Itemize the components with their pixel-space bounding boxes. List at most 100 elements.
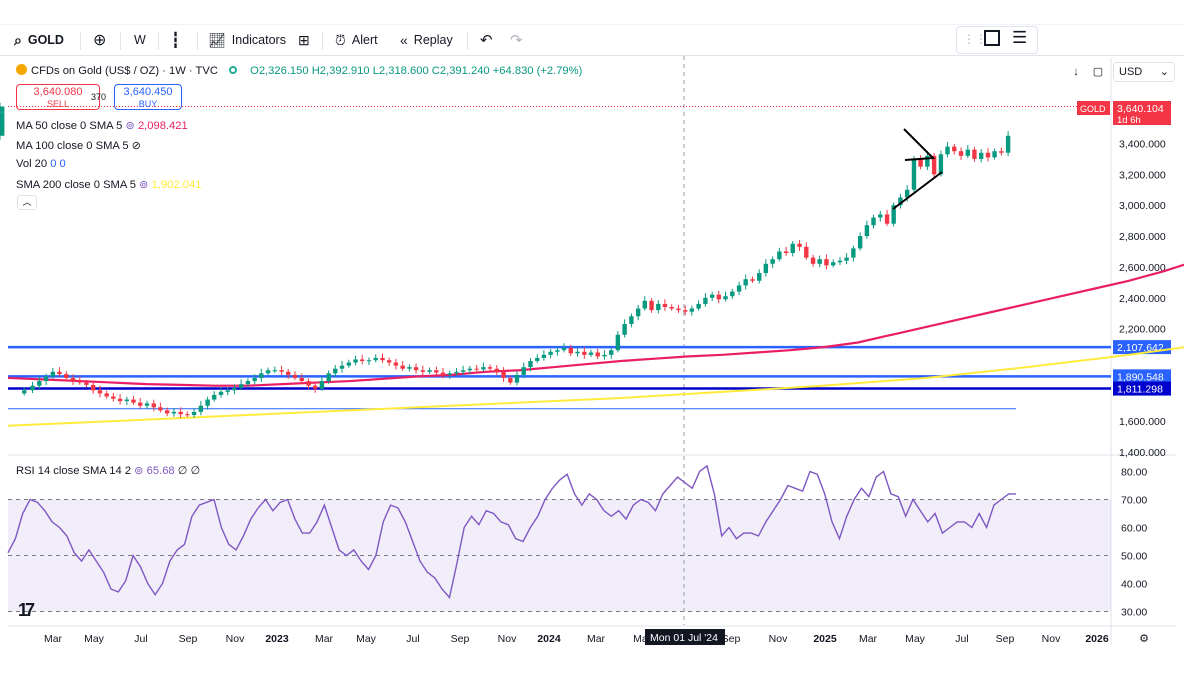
buy-button[interactable]: 3,640.450 BUY bbox=[114, 84, 182, 110]
indicators-icon: 📈︎ bbox=[208, 32, 226, 48]
symbol-search-button[interactable]: ⌕ GOLD bbox=[14, 25, 64, 56]
drag-handle-icon[interactable]: ⋮⋮ bbox=[963, 32, 987, 46]
symbol-tag-label: GOLD bbox=[1080, 104, 1106, 114]
candle-body bbox=[494, 368, 499, 372]
candle-body bbox=[238, 384, 244, 388]
candle-body bbox=[178, 411, 183, 415]
candle-body bbox=[144, 403, 150, 406]
candle-body bbox=[77, 381, 82, 383]
candle-body bbox=[259, 373, 264, 378]
candle-body bbox=[232, 387, 237, 391]
candle-body bbox=[622, 323, 627, 335]
candle-body bbox=[474, 368, 479, 370]
candle-body bbox=[164, 410, 170, 414]
gold-icon bbox=[16, 64, 27, 75]
scroll-down-button[interactable]: ↓ bbox=[1066, 62, 1086, 82]
eye-icon[interactable]: ⊚ bbox=[134, 465, 144, 477]
currency-select[interactable]: USD ⌄ bbox=[1113, 62, 1175, 82]
divider bbox=[322, 32, 323, 50]
indicators-button[interactable]: 📈︎ Indicators bbox=[208, 25, 286, 56]
candle-body bbox=[97, 390, 103, 394]
candle-body bbox=[37, 381, 42, 386]
candle-body bbox=[138, 402, 143, 406]
candle-body bbox=[783, 251, 789, 254]
candle-body bbox=[857, 236, 863, 249]
candle-body bbox=[528, 360, 533, 368]
candle-body bbox=[380, 357, 385, 361]
price-axis-label: 2,800.000 bbox=[1119, 231, 1166, 243]
candle-body bbox=[252, 377, 257, 382]
candles-icon: ┇ bbox=[171, 32, 181, 49]
time-axis-label: 2025 bbox=[813, 633, 837, 645]
rsi-legend[interactable]: RSI 14 close SMA 14 2 ⊚ 65.68 ∅ ∅ bbox=[16, 464, 200, 477]
last-price-label: 3,640.104 bbox=[1117, 103, 1164, 115]
undo-button[interactable]: ↶ bbox=[480, 25, 493, 56]
candle-body bbox=[198, 405, 204, 412]
candle-body bbox=[978, 152, 984, 159]
divider bbox=[120, 32, 121, 50]
settings-lines-icon[interactable]: ☰ bbox=[1012, 28, 1028, 47]
search-icon: ⌕ bbox=[14, 32, 22, 48]
sma200-legend[interactable]: SMA 200 close 0 SMA 5 ⊚ 1,902.041 bbox=[16, 178, 201, 191]
market-status-icon bbox=[229, 66, 238, 74]
time-axis-label: Nov bbox=[1042, 633, 1061, 645]
eye-icon[interactable]: ⊚ bbox=[125, 120, 135, 132]
alert-label: Alert bbox=[351, 33, 378, 47]
alert-button[interactable]: ⏰︎ Alert bbox=[335, 25, 378, 56]
candle-body bbox=[649, 300, 654, 311]
tradingview-logo: 17 bbox=[18, 600, 35, 620]
candle-body bbox=[413, 367, 419, 371]
rsi-axis-label: 30.00 bbox=[1121, 607, 1147, 619]
ma50-value: 2,098.421 bbox=[137, 120, 188, 132]
ma100-legend[interactable]: MA 100 close 0 SMA 5 ⊘ bbox=[16, 139, 141, 152]
candle-body bbox=[931, 155, 937, 175]
interval-button[interactable]: W bbox=[134, 33, 146, 47]
candle-body bbox=[84, 382, 89, 385]
candle-body bbox=[891, 205, 896, 224]
redo-button[interactable]: ↷ bbox=[510, 25, 523, 56]
time-axis-label: Sep bbox=[179, 633, 198, 645]
restore-button[interactable]: ▢ bbox=[1088, 62, 1108, 82]
ma50-legend[interactable]: MA 50 close 0 SMA 5 ⊚ 2,098.421 bbox=[16, 119, 188, 132]
sell-button[interactable]: 3,640.080 SELL bbox=[16, 84, 100, 110]
candle-body bbox=[743, 279, 748, 286]
candle-body bbox=[359, 359, 365, 361]
candle-body bbox=[952, 146, 957, 152]
candle-body bbox=[191, 411, 197, 415]
add-symbol-button[interactable]: ⊕ bbox=[93, 25, 106, 56]
candle-body bbox=[985, 152, 991, 158]
volume-legend[interactable]: Vol 20 0 0 bbox=[16, 158, 66, 170]
collapse-legend-button[interactable]: ︿ bbox=[17, 195, 37, 210]
volume-value: 0 0 bbox=[50, 158, 66, 170]
eye-icon[interactable]: ⊚ bbox=[139, 179, 149, 191]
templates-button[interactable]: ⊞ bbox=[298, 25, 310, 56]
candle-body bbox=[629, 316, 634, 324]
candle-body bbox=[514, 374, 520, 383]
candle-body bbox=[286, 371, 291, 375]
candle-body bbox=[339, 365, 345, 369]
time-axis-label: May bbox=[356, 633, 377, 645]
candle-body bbox=[763, 263, 769, 274]
chart-type-button[interactable]: ┇ bbox=[171, 25, 180, 56]
hidden-eye-icon[interactable]: ⊘ bbox=[131, 140, 142, 152]
candle-body bbox=[582, 351, 587, 355]
time-axis-label: 2024 bbox=[537, 633, 561, 645]
divider bbox=[197, 32, 198, 50]
time-axis-label: Jul bbox=[955, 633, 968, 645]
rectangle-tool-icon[interactable] bbox=[984, 30, 1000, 46]
candle-body bbox=[131, 399, 136, 403]
replay-button[interactable]: « Replay bbox=[400, 25, 453, 56]
buy-price: 3,640.450 bbox=[123, 86, 173, 98]
sma200-value: 1,902.041 bbox=[151, 179, 202, 191]
candle-body bbox=[676, 308, 681, 311]
candle-body bbox=[400, 365, 405, 369]
candle-body bbox=[723, 296, 728, 300]
candle-body bbox=[117, 398, 123, 402]
sell-price: 3,640.080 bbox=[33, 86, 83, 98]
rsi-axis-label: 80.00 bbox=[1121, 467, 1147, 479]
alarm-icon: ⏰︎ bbox=[335, 32, 346, 48]
chevron-down-icon: ⌄ bbox=[1159, 66, 1169, 78]
candle-body bbox=[440, 372, 446, 375]
spread-value: 370 bbox=[91, 92, 107, 102]
